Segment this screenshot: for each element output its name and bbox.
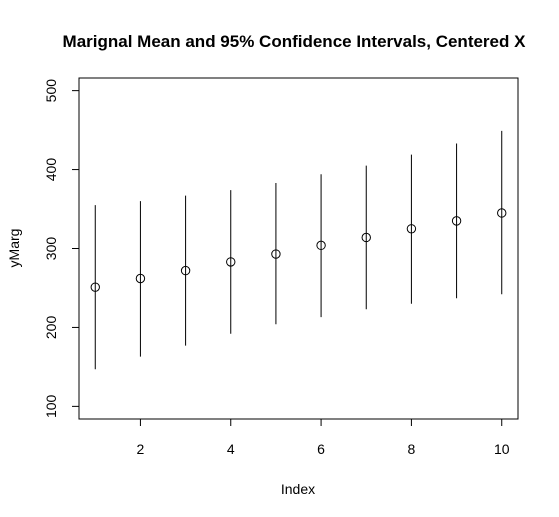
error-bars bbox=[94, 130, 503, 370]
x-tick-label: 6 bbox=[317, 441, 325, 457]
plot-frame bbox=[78, 77, 519, 420]
y-tick-label: 300 bbox=[43, 237, 59, 261]
mean-point bbox=[271, 249, 281, 259]
y-axis: 100 200 300 400 500 bbox=[43, 79, 80, 418]
mean-point bbox=[180, 265, 191, 276]
y-axis-label: yMarg bbox=[6, 229, 22, 268]
mean-point bbox=[497, 208, 507, 218]
y-tick-label: 400 bbox=[43, 158, 59, 182]
x-tick-label: 2 bbox=[137, 441, 145, 457]
x-tick-label: 10 bbox=[494, 441, 510, 457]
x-tick-label: 4 bbox=[227, 441, 235, 457]
chart-title: Marignal Mean and 95% Confidence Interva… bbox=[63, 32, 527, 51]
mean-point bbox=[406, 224, 417, 234]
x-axis-label: Index bbox=[281, 481, 315, 497]
y-tick-label: 500 bbox=[43, 79, 59, 103]
mean-point bbox=[90, 282, 100, 292]
mean-point bbox=[451, 216, 462, 226]
x-axis: 2 4 6 8 10 bbox=[137, 418, 510, 457]
mean-point bbox=[135, 273, 146, 284]
y-tick-label: 100 bbox=[43, 394, 59, 418]
y-tick-label: 200 bbox=[43, 316, 59, 340]
x-tick-label: 8 bbox=[408, 441, 416, 457]
mean-point bbox=[226, 257, 236, 267]
data-points bbox=[90, 208, 507, 292]
mean-point bbox=[361, 232, 371, 243]
mean-point bbox=[316, 240, 326, 251]
